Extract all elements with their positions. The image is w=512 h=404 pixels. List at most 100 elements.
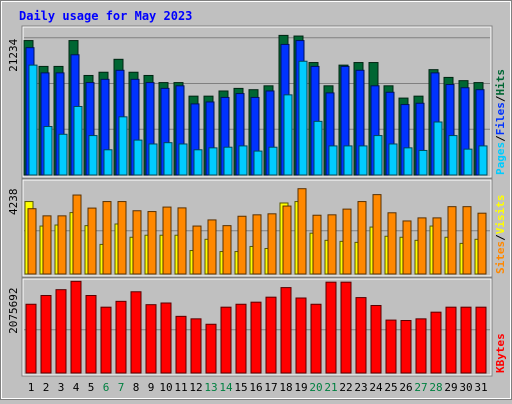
- bar-sites: [42, 215, 52, 275]
- day-label: 7: [118, 381, 125, 394]
- bar-kbytes: [355, 297, 367, 374]
- bar-kbytes: [325, 281, 337, 374]
- bar-kbytes: [235, 303, 247, 374]
- bar-pages: [403, 147, 413, 176]
- panel-frame-light: [22, 278, 492, 376]
- bar-sites: [102, 201, 112, 275]
- day-labels: 1 2 3 4 5 6 7 8 9 10 11 12 13 14 15 16 17 18 19 20 21 22 23 24 2…: [28, 381, 488, 394]
- bar-sites: [237, 215, 247, 275]
- bar-kbytes: [460, 306, 472, 374]
- day-label: 2: [43, 381, 50, 394]
- bar-sites: [192, 225, 202, 275]
- bar-sites: [27, 208, 37, 275]
- panel-frame-dark: [21, 277, 493, 377]
- day-label: 30: [459, 381, 472, 394]
- legend-kbytes: KBytes: [494, 333, 507, 373]
- bar-kbytes: [55, 289, 67, 374]
- day-label: 16: [249, 381, 262, 394]
- bar-kbytes: [250, 301, 262, 374]
- bar-sites: [147, 211, 157, 275]
- panel-frame-dark: [21, 25, 493, 179]
- panel-visits-sites: 4238 Sites/Visits: [7, 178, 507, 278]
- legend-entry: Pages: [494, 142, 507, 175]
- bar-kbytes: [130, 291, 142, 374]
- bar-kbytes: [310, 303, 322, 374]
- day-label: 15: [234, 381, 247, 394]
- bar-pages: [283, 94, 293, 176]
- bar-pages: [178, 143, 188, 176]
- bar-sites: [207, 219, 217, 275]
- bar-pages: [418, 149, 428, 176]
- bar-sites: [117, 201, 127, 275]
- day-label: 9: [148, 381, 155, 394]
- bar-kbytes: [385, 319, 397, 374]
- legend-entry: /: [494, 135, 507, 142]
- bar-sites: [372, 194, 382, 275]
- bar-pages: [238, 145, 248, 176]
- day-label: 31: [474, 381, 487, 394]
- bar-pages: [103, 149, 113, 176]
- panel-frame-dark: [21, 178, 493, 278]
- bar-pages: [118, 116, 128, 176]
- bar-kbytes: [40, 295, 52, 374]
- bar-kbytes: [145, 304, 157, 374]
- day-label: 23: [354, 381, 367, 394]
- day-label: 14: [219, 381, 233, 394]
- bar-sites: [402, 220, 412, 275]
- bar-sites: [312, 214, 322, 275]
- legend-entry: Sites: [494, 241, 507, 274]
- day-label: 21: [324, 381, 337, 394]
- ymax-label: 4238: [7, 189, 20, 216]
- bar-kbytes: [370, 305, 382, 374]
- bar-kbytes: [295, 297, 307, 374]
- bar-kbytes: [445, 306, 457, 374]
- bar-kbytes: [175, 315, 187, 374]
- chart-title: Daily usage for May 2023: [19, 9, 192, 23]
- bar-kbytes: [475, 306, 487, 374]
- bar-pages: [388, 143, 398, 176]
- bar-pages: [73, 105, 83, 176]
- chart-panels: 21234Pages/Files/Hits4238Sites/Visits207…: [7, 25, 507, 377]
- bar-sites: [282, 205, 292, 275]
- bar-pages: [478, 145, 488, 176]
- bar-sites: [387, 212, 397, 275]
- bar-kbytes: [85, 295, 97, 374]
- bar-pages: [373, 135, 383, 176]
- day-label: 20: [309, 381, 322, 394]
- bar-pages: [223, 146, 233, 176]
- bar-pages: [268, 146, 278, 176]
- day-label: 22: [339, 381, 352, 394]
- bar-sites: [87, 207, 97, 275]
- bar-pages: [433, 121, 443, 176]
- day-label: 24: [369, 381, 383, 394]
- bar-pages: [463, 148, 473, 176]
- bar-pages: [298, 60, 308, 176]
- bar-pages: [133, 139, 143, 176]
- day-label: 3: [58, 381, 65, 394]
- bar-sites: [162, 206, 172, 275]
- legend-entry: Visits: [494, 195, 507, 235]
- day-label: 4: [73, 381, 80, 394]
- bar-sites: [72, 194, 82, 275]
- day-label: 11: [174, 381, 187, 394]
- bar-pages: [193, 149, 203, 176]
- bar-pages: [163, 142, 173, 176]
- day-label: 27: [414, 381, 427, 394]
- bar-sites: [267, 213, 277, 275]
- bar-sites: [357, 201, 367, 275]
- bar-pages: [328, 145, 338, 176]
- bar-sites: [132, 210, 142, 275]
- day-label: 28: [429, 381, 442, 394]
- bar-pages: [43, 126, 53, 176]
- bar-sites: [252, 214, 262, 275]
- bar-pages: [208, 147, 218, 176]
- legend-entry: /: [494, 234, 507, 241]
- bar-kbytes: [70, 280, 82, 374]
- bar-sites: [462, 206, 472, 275]
- panel-frame-light: [22, 179, 492, 277]
- bar-kbytes: [190, 318, 202, 374]
- bar-pages: [253, 150, 263, 176]
